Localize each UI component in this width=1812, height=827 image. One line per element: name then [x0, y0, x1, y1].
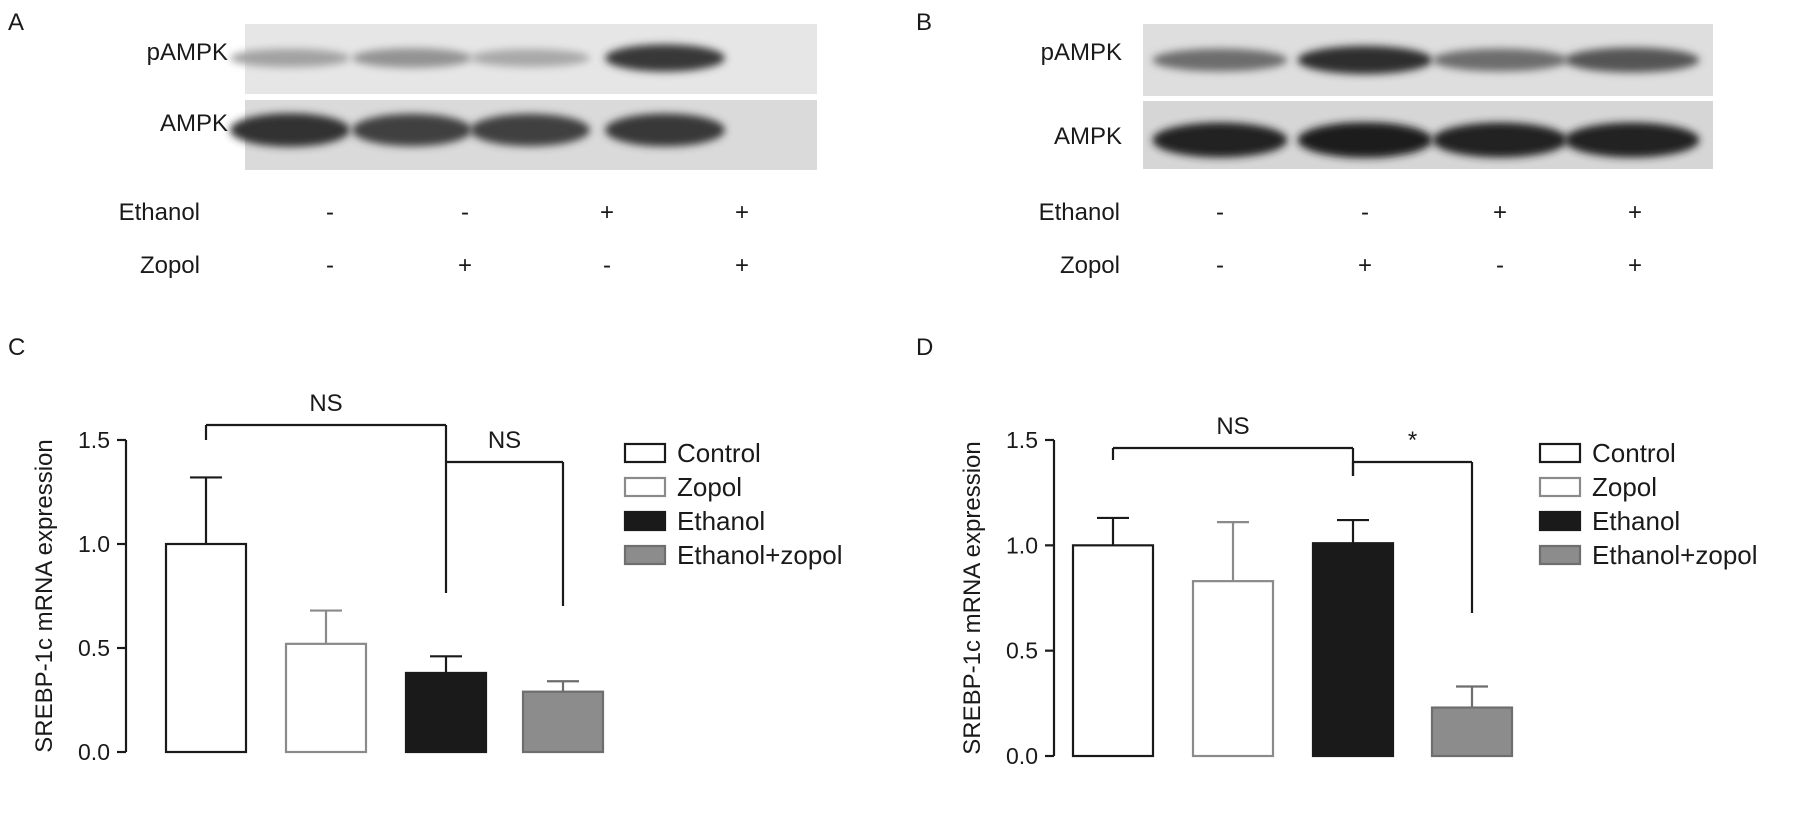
treatment-sign: + — [600, 199, 614, 226]
bar — [164, 542, 248, 754]
y-axis-label: SREBP-1c mRNA expression — [959, 441, 986, 754]
treatment-sign: + — [1628, 252, 1642, 279]
significance-label: NS — [1216, 413, 1249, 440]
significance-label: NS — [309, 390, 342, 417]
panel-c-chart: 0.0 0.5 1.0 1.5 SREBP-1c mRNA expression NS NS… — [31, 390, 843, 765]
y-axis-label: SREBP-1c mRNA expression — [31, 439, 58, 752]
panel-c-letter: C — [8, 334, 25, 361]
ampk-band — [352, 113, 472, 147]
panel-a-bands — [230, 44, 725, 147]
ampk-band — [1432, 122, 1568, 158]
panel-c: C 0.0 0.5 1.0 1.5 SREBP-1c mRNA expression NS… — [8, 334, 843, 765]
legend-swatch — [1538, 510, 1582, 532]
treatment-sign: - — [1216, 252, 1224, 279]
treatment-sign: + — [1493, 199, 1507, 226]
pampk-band — [1297, 45, 1433, 75]
treatment-sign: - — [603, 252, 611, 279]
pampk-band — [1152, 48, 1288, 72]
y-tick-label: 0.0 — [78, 739, 110, 765]
treatment-sign: + — [458, 252, 472, 279]
y-tick-label: 1.5 — [1006, 427, 1038, 453]
ampk-band — [1564, 122, 1700, 158]
legend-label: Ethanol — [1592, 506, 1680, 536]
pampk-band — [1564, 47, 1700, 73]
panel-a-treatment-ethanol-label: Ethanol — [119, 199, 200, 226]
legend-swatch — [1538, 442, 1582, 464]
treatment-sign: - — [326, 199, 334, 226]
y-tick-label: 0.5 — [1006, 638, 1038, 664]
legend-label: Control — [1592, 438, 1676, 468]
treatment-sign: - — [1496, 252, 1504, 279]
treatment-sign: - — [1361, 199, 1369, 226]
legend-label: Zopol — [1592, 472, 1657, 502]
panel-b-treatment-signs: - - + + - + - + — [1216, 199, 1642, 279]
bar — [1430, 706, 1514, 758]
ampk-band — [1152, 122, 1288, 158]
panel-b-band-label-pampk: pAMPK — [1041, 39, 1122, 66]
bar — [284, 642, 368, 754]
legend-swatch — [623, 442, 667, 464]
panel-d-letter: D — [916, 334, 933, 361]
significance-label: * — [1408, 427, 1417, 454]
panel-d: D 0.0 0.5 1.0 1.5 SREBP-1c mRNA expression NS… — [916, 334, 1758, 769]
pampk-band — [1432, 48, 1568, 72]
treatment-sign: + — [735, 252, 749, 279]
panel-b-bands — [1152, 45, 1700, 158]
panel-b-treatment-zopol-label: Zopol — [1060, 252, 1120, 279]
panel-a-band-label-ampk: AMPK — [160, 110, 228, 137]
treatment-sign: - — [1216, 199, 1224, 226]
panel-a-treatment-zopol-label: Zopol — [140, 252, 200, 279]
bar — [1191, 580, 1275, 758]
y-tick-label: 1.0 — [1006, 532, 1038, 558]
legend-swatch — [623, 544, 667, 566]
legend-swatch — [1538, 476, 1582, 498]
treatment-sign: + — [1358, 252, 1372, 279]
treatment-sign: + — [735, 199, 749, 226]
bar — [1071, 544, 1155, 758]
y-tick-label: 0.5 — [78, 635, 110, 661]
y-tick-label: 1.0 — [78, 531, 110, 557]
panel-d-chart: 0.0 0.5 1.0 1.5 SREBP-1c mRNA expression NS * C… — [959, 413, 1758, 769]
ampk-band — [605, 113, 725, 147]
ampk-band — [230, 113, 350, 147]
pampk-band — [352, 48, 472, 68]
legend-swatch — [1538, 544, 1582, 566]
panel-b-treatment-ethanol-label: Ethanol — [1039, 199, 1120, 226]
pampk-band — [230, 48, 350, 68]
legend-label: Zopol — [677, 472, 742, 502]
treatment-sign: - — [326, 252, 334, 279]
pampk-band — [470, 49, 590, 67]
panel-a-band-label-pampk: pAMPK — [147, 39, 228, 66]
legend-label: Control — [677, 438, 761, 468]
legend-label: Ethanol+zopol — [677, 540, 843, 570]
y-tick-label: 1.5 — [78, 427, 110, 453]
panel-a-letter: A — [8, 9, 24, 36]
significance-label: NS — [488, 427, 521, 454]
legend-label: Ethanol — [677, 506, 765, 536]
pampk-band — [605, 44, 725, 72]
bar — [1311, 542, 1395, 758]
bar — [521, 690, 605, 754]
y-tick-label: 0.0 — [1006, 743, 1038, 769]
legend-swatch — [623, 476, 667, 498]
panel-a-treatment-signs: - - + + - + - + — [326, 199, 749, 279]
bar — [404, 671, 488, 754]
ampk-band — [470, 113, 590, 147]
treatment-sign: + — [1628, 199, 1642, 226]
panel-b: B pAMPK AMPK Ethanol Zopol - - + + - + - + — [916, 9, 1713, 279]
panel-b-letter: B — [916, 9, 932, 36]
legend-label: Ethanol+zopol — [1592, 540, 1758, 570]
ampk-band — [1297, 122, 1433, 158]
panel-a: A pAMPK AMPK Ethanol Zopol - - + + - + - + — [8, 9, 817, 279]
panel-b-band-label-ampk: AMPK — [1054, 123, 1122, 150]
treatment-sign: - — [461, 199, 469, 226]
legend-swatch — [623, 510, 667, 532]
